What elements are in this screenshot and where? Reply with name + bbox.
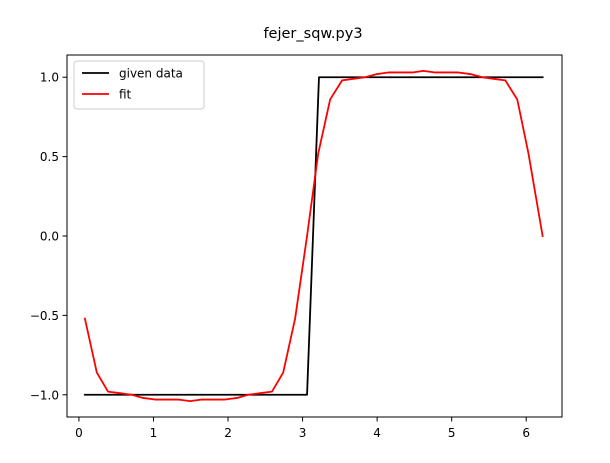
- x-tick-label: 6: [522, 426, 530, 440]
- y-tick-label: 0.0: [40, 230, 59, 244]
- x-tick-label: 4: [373, 426, 381, 440]
- x-tick-label: 2: [224, 426, 232, 440]
- x-tick-label: 3: [299, 426, 307, 440]
- y-tick-label: 0.5: [40, 150, 59, 164]
- series-line-fit: [83, 69, 544, 403]
- x-tick-label: 0: [75, 426, 83, 440]
- x-tick-label: 1: [150, 426, 158, 440]
- axes: 0 1 2 3 4 5 6 −1.0 −0.5 0.0 0.5 1.0: [30, 54, 563, 440]
- legend: given data fit: [73, 60, 205, 110]
- chart-title: fejer_sqw.py3: [263, 26, 362, 42]
- plot-area: [83, 69, 544, 403]
- y-tick-label: 1.0: [40, 71, 59, 85]
- legend-label: fit: [119, 88, 132, 102]
- y-tick-label: −1.0: [30, 388, 59, 402]
- legend-label: given data: [119, 67, 183, 81]
- x-tick-label: 5: [448, 426, 456, 440]
- y-tick-label: −0.5: [30, 309, 59, 323]
- series-line-given-data: [83, 76, 544, 396]
